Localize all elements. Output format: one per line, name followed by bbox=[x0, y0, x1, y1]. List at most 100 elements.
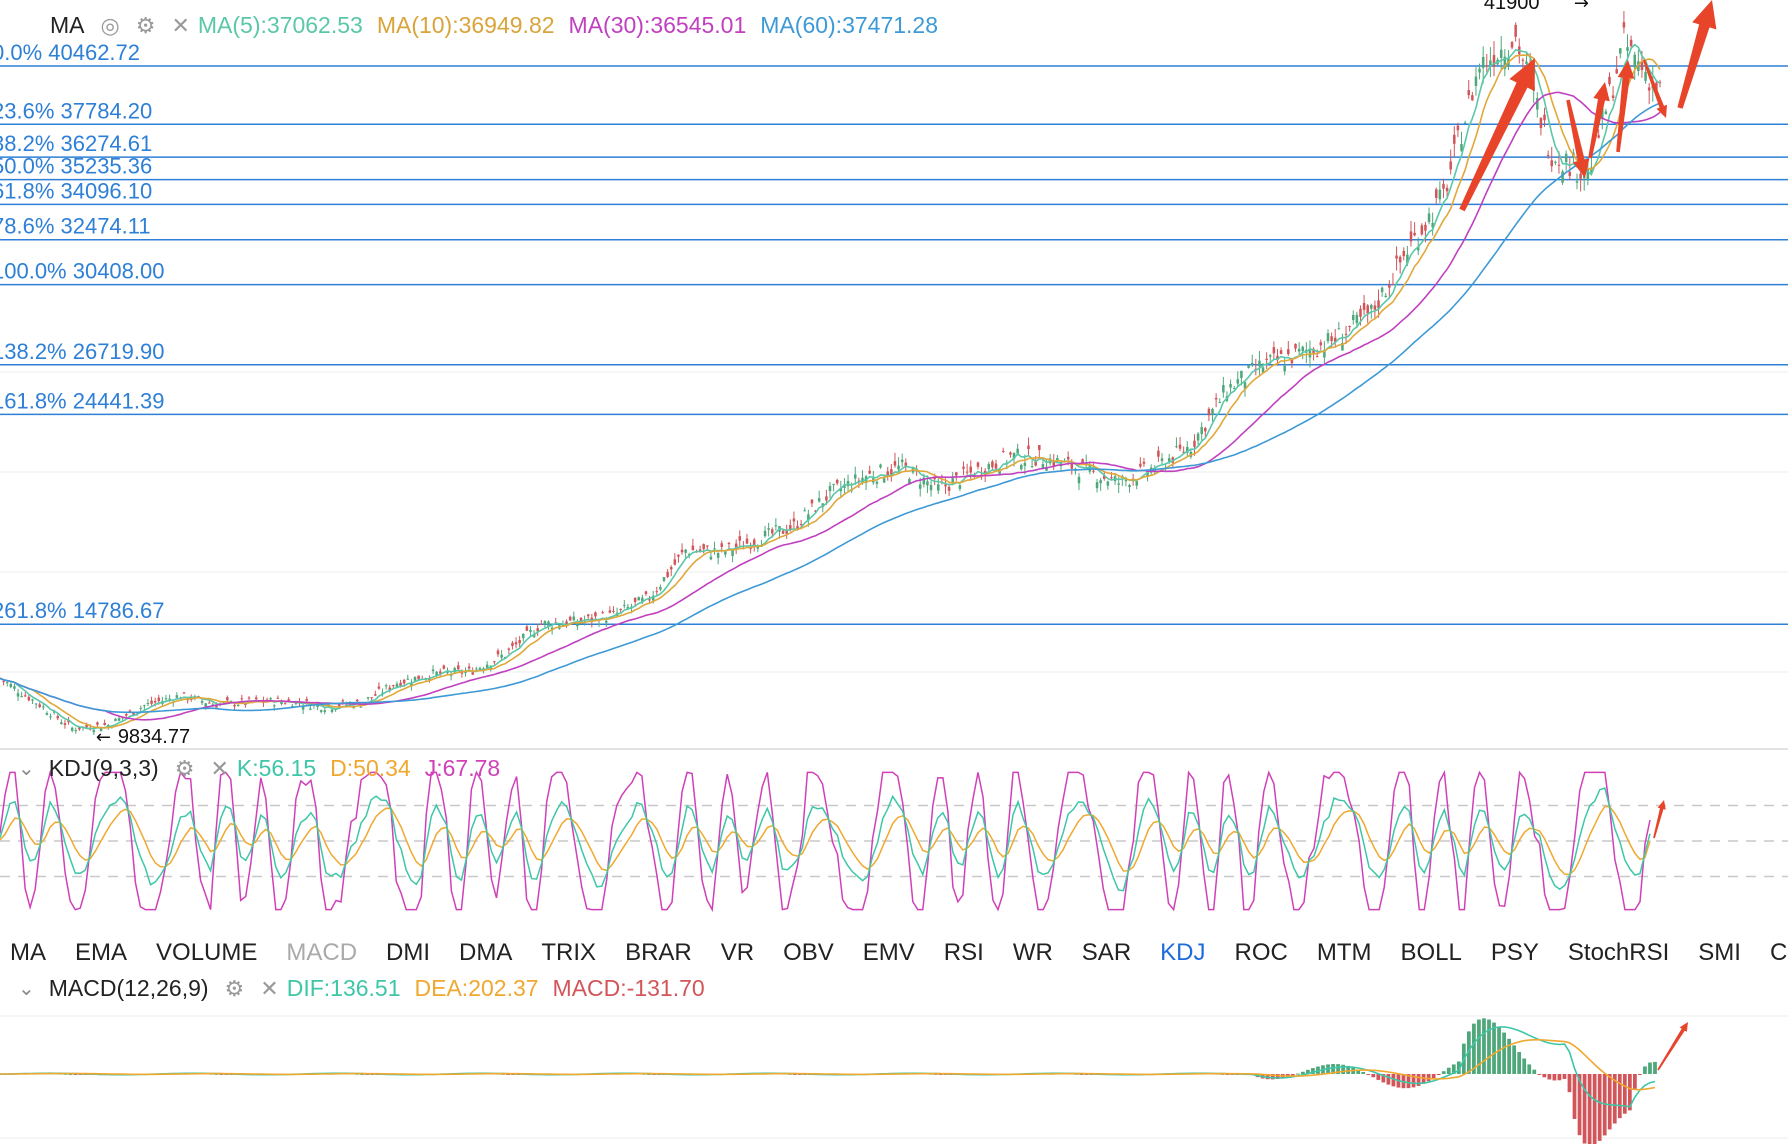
candle-body bbox=[215, 705, 218, 708]
tab-dma[interactable]: DMA bbox=[459, 939, 513, 966]
candle-body bbox=[738, 536, 742, 541]
candle-body bbox=[893, 461, 897, 466]
tab-vr[interactable]: VR bbox=[720, 939, 755, 966]
candle-body bbox=[74, 730, 78, 732]
macd-bar bbox=[1406, 1074, 1411, 1089]
candle-body bbox=[132, 712, 135, 715]
candle-body bbox=[316, 704, 319, 708]
tab-brar[interactable]: BRAR bbox=[625, 939, 692, 966]
candle-body bbox=[1240, 370, 1243, 378]
macd-bar bbox=[1366, 1074, 1371, 1075]
candle-body bbox=[1020, 464, 1023, 470]
candle-body bbox=[951, 478, 954, 483]
high-arrow-icon: → bbox=[1574, 0, 1589, 14]
candle-body bbox=[67, 719, 70, 723]
macd-bar bbox=[1295, 1073, 1300, 1075]
macd-panel[interactable] bbox=[0, 970, 1788, 1144]
candle-body bbox=[1456, 125, 1460, 131]
tab-macd[interactable]: MACD bbox=[286, 939, 358, 966]
macd-dif-line bbox=[0, 1026, 1656, 1108]
candle-body bbox=[27, 696, 31, 701]
tab-emv[interactable]: EMV bbox=[862, 939, 915, 966]
candle-body bbox=[493, 661, 496, 663]
tab-obv[interactable]: OBV bbox=[783, 939, 834, 966]
candle-body bbox=[1056, 457, 1059, 461]
kdj-panel[interactable] bbox=[0, 750, 1788, 920]
candle-body bbox=[532, 634, 536, 638]
candle-body bbox=[402, 679, 406, 684]
main-price-chart[interactable]: 0.0% 40462.72 23.6% 37784.20 38.2% 36274.6… bbox=[0, 0, 1788, 750]
tab-kdj[interactable]: KDJ bbox=[1160, 939, 1206, 966]
candle-body bbox=[525, 626, 529, 631]
candle-body bbox=[900, 459, 904, 463]
settings-icon[interactable]: ⚙ bbox=[135, 12, 156, 38]
close-icon[interactable]: ✕ bbox=[210, 755, 229, 781]
candle-body bbox=[392, 685, 395, 687]
tab-sar[interactable]: SAR bbox=[1081, 939, 1132, 966]
candle-body bbox=[1290, 358, 1294, 364]
tab-roc[interactable]: ROC bbox=[1234, 939, 1288, 966]
collapse-chevron-icon[interactable]: ⌄ bbox=[18, 758, 35, 780]
settings-icon[interactable]: ⚙ bbox=[174, 755, 195, 781]
candle-body bbox=[976, 462, 980, 467]
candle-body bbox=[1092, 470, 1095, 472]
macd-legend: ⌄ MACD(12,26,9) ⚙ ✕ DIF:136.51 DEA:202.3… bbox=[0, 975, 719, 1002]
macd-bar bbox=[1622, 1074, 1627, 1114]
candle-body bbox=[1514, 24, 1517, 37]
candle-body bbox=[399, 682, 402, 687]
candle-body bbox=[1597, 135, 1600, 138]
tab-trix[interactable]: TRIX bbox=[541, 939, 597, 966]
kdj-k-line bbox=[0, 787, 1651, 892]
tab-psy[interactable]: PSY bbox=[1490, 939, 1539, 966]
main-grid bbox=[0, 371, 1788, 750]
candle-body bbox=[1142, 461, 1146, 464]
tab-wr[interactable]: WR bbox=[1012, 939, 1053, 966]
close-icon[interactable]: ✕ bbox=[260, 975, 279, 1001]
macd-bar bbox=[1502, 1032, 1506, 1074]
macd-histogram bbox=[0, 1015, 1788, 1144]
candle-body bbox=[1395, 255, 1398, 259]
tab-volume[interactable]: VOLUME bbox=[156, 939, 258, 966]
candle-body bbox=[1463, 122, 1467, 124]
tab-mtm[interactable]: MTM bbox=[1316, 939, 1372, 966]
candle-body bbox=[478, 667, 482, 670]
candle-body bbox=[356, 699, 359, 702]
candle-body bbox=[680, 549, 684, 553]
candle-body bbox=[1582, 175, 1586, 179]
tab-smi[interactable]: SMI bbox=[1698, 939, 1741, 966]
candle-body bbox=[644, 591, 648, 594]
candle-body bbox=[922, 477, 926, 485]
candle-body bbox=[153, 701, 157, 703]
macd-bar bbox=[1456, 1061, 1461, 1074]
tab-ema[interactable]: EMA bbox=[75, 939, 128, 966]
candle-body bbox=[908, 478, 911, 485]
candle-body bbox=[1243, 382, 1247, 389]
candle-body bbox=[374, 694, 377, 696]
candle-body bbox=[713, 548, 716, 550]
candle-body bbox=[56, 716, 59, 719]
tab-boll[interactable]: BOLL bbox=[1400, 939, 1462, 966]
candle-body bbox=[42, 706, 45, 708]
kdj-lines bbox=[0, 769, 1651, 913]
candle-body bbox=[1341, 342, 1344, 351]
candle-body bbox=[879, 464, 882, 468]
ma30-line bbox=[0, 91, 1661, 721]
tab-dmi[interactable]: DMI bbox=[386, 939, 431, 966]
eye-icon[interactable]: ◎ bbox=[100, 12, 120, 38]
settings-icon[interactable]: ⚙ bbox=[224, 975, 245, 1001]
candle-body bbox=[918, 484, 922, 489]
close-icon[interactable]: ✕ bbox=[171, 12, 190, 38]
candle-body bbox=[1615, 69, 1618, 74]
tab-stochrsi[interactable]: StochRSI bbox=[1567, 939, 1670, 966]
candle-body bbox=[655, 591, 659, 593]
candle-body bbox=[471, 672, 474, 675]
kdj-d-line bbox=[0, 805, 1651, 876]
tab-ma[interactable]: MA bbox=[10, 939, 46, 966]
tab-rsi[interactable]: RSI bbox=[943, 939, 984, 966]
candle-body bbox=[1139, 463, 1142, 467]
candle-body bbox=[341, 700, 345, 702]
tab-cci[interactable]: CCI bbox=[1769, 939, 1788, 966]
fib-label: 23.6% 37784.20 bbox=[0, 98, 152, 123]
collapse-chevron-icon[interactable]: ⌄ bbox=[18, 978, 35, 1000]
candle-body bbox=[1561, 171, 1564, 183]
